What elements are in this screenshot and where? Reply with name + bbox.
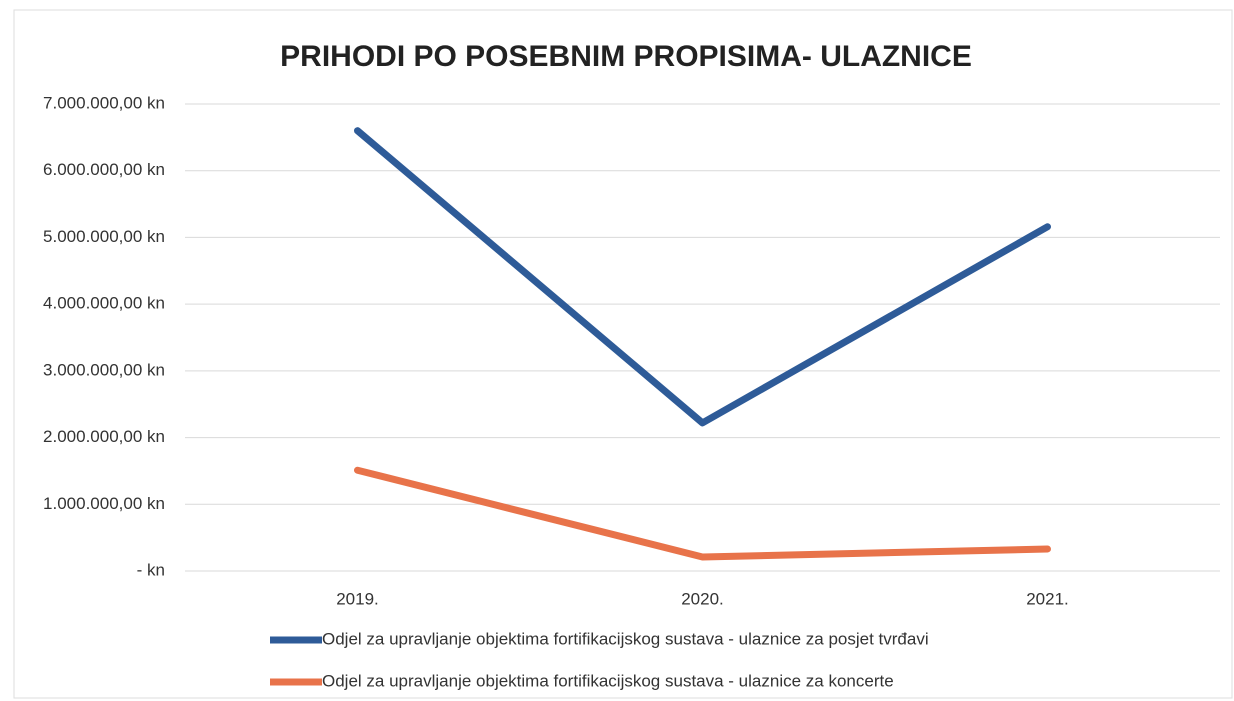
y-tick-label: 7.000.000,00 kn bbox=[43, 93, 165, 112]
y-tick-label: 2.000.000,00 kn bbox=[43, 427, 165, 446]
x-tick-label: 2020. bbox=[681, 589, 724, 608]
legend-label: Odjel za upravljanje objektima fortifika… bbox=[322, 671, 894, 690]
x-tick-label: 2021. bbox=[1026, 589, 1069, 608]
y-tick-label: - kn bbox=[137, 560, 165, 579]
series-line bbox=[354, 127, 1051, 427]
y-tick-label: 4.000.000,00 kn bbox=[43, 294, 165, 313]
y-tick-label: 3.000.000,00 kn bbox=[43, 360, 165, 379]
y-tick-label: 5.000.000,00 kn bbox=[43, 227, 165, 246]
legend-label: Odjel za upravljanje objektima fortifika… bbox=[322, 629, 929, 648]
series-line bbox=[354, 466, 1051, 561]
y-tick-label: 6.000.000,00 kn bbox=[43, 160, 165, 179]
chart-title: PRIHODI PO POSEBNIM PROPISIMA- ULAZNICE bbox=[280, 40, 972, 73]
x-tick-label: 2019. bbox=[336, 589, 379, 608]
y-tick-label: 1.000.000,00 kn bbox=[43, 494, 165, 513]
chart-frame bbox=[13, 9, 1233, 699]
